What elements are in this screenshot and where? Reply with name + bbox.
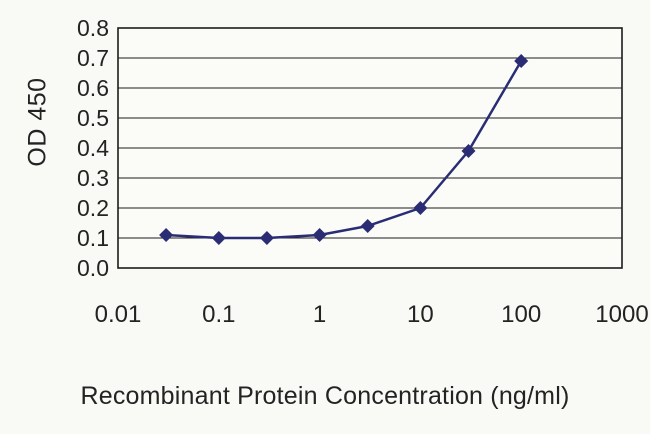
x-tick-label: 1000 <box>595 301 648 328</box>
x-tick-label: 0.1 <box>202 301 235 328</box>
axis-frame <box>117 27 623 269</box>
y-tick-label: 0.2 <box>77 195 109 221</box>
data-point-marker <box>312 228 327 242</box>
x-tick-label: 0.01 <box>95 301 142 328</box>
x-tick-label: 100 <box>501 301 541 328</box>
y-axis-title: OD 450 <box>23 77 52 167</box>
y-tick-label: 0.7 <box>77 45 109 71</box>
data-point-marker <box>413 201 428 215</box>
y-tick-label: 0.3 <box>77 165 109 191</box>
data-point-marker <box>159 228 174 242</box>
data-point-marker <box>259 231 274 245</box>
data-point-marker <box>514 54 529 68</box>
y-tick-label: 0.0 <box>77 255 109 281</box>
y-tick-label: 0.4 <box>77 135 109 161</box>
x-tick-label: 1 <box>313 301 326 328</box>
data-point-marker <box>461 144 476 158</box>
y-tick-label: 0.8 <box>77 15 109 41</box>
x-axis-title: Recombinant Protein Concentration (ng/ml… <box>80 382 570 410</box>
data-point-marker <box>211 231 226 245</box>
x-tick-label: 10 <box>407 301 434 328</box>
series-line <box>166 60 523 240</box>
y-tick-label: 0.6 <box>77 75 109 101</box>
y-tick-label: 0.5 <box>77 105 109 131</box>
data-point-marker <box>360 219 375 233</box>
y-tick-label: 0.1 <box>77 225 109 251</box>
